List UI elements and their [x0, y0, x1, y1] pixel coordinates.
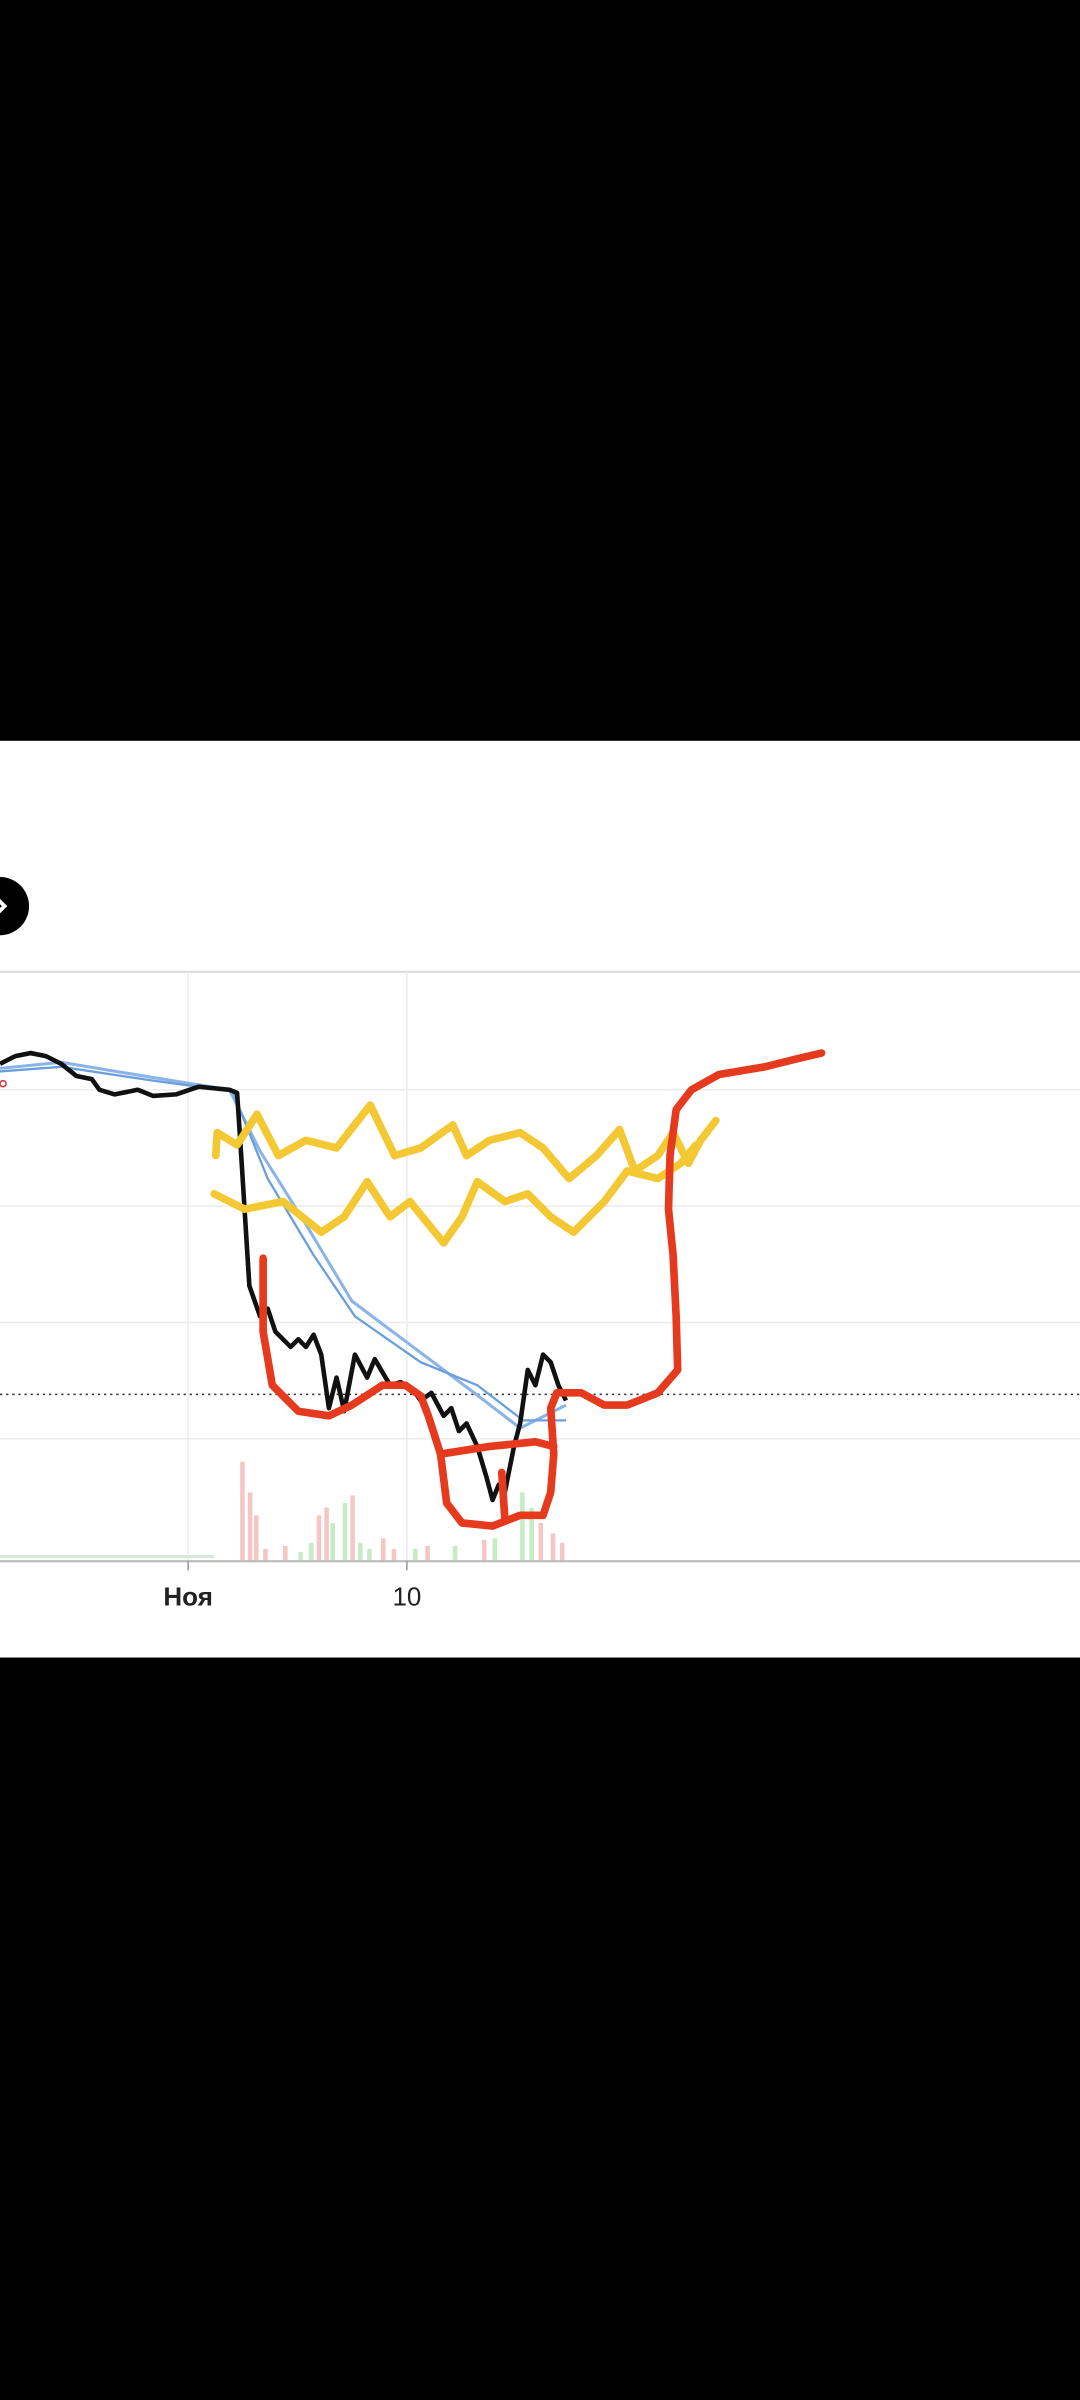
close-button[interactable] [0, 877, 30, 936]
marker [0, 1079, 7, 1088]
chart-panel [0, 740, 1080, 1658]
x-tick-label: Ноя [163, 1582, 212, 1612]
close-circle [0, 877, 30, 936]
close-icon [0, 898, 8, 914]
bottom-bar [0, 1657, 1080, 2400]
volume-bars [0, 1461, 565, 1562]
moving-average [0, 1065, 567, 1422]
red-doodle [259, 1049, 826, 1530]
x-tick-label: 10 [392, 1582, 421, 1612]
grid [0, 971, 1080, 1562]
yellow-doodle [210, 1101, 720, 1247]
